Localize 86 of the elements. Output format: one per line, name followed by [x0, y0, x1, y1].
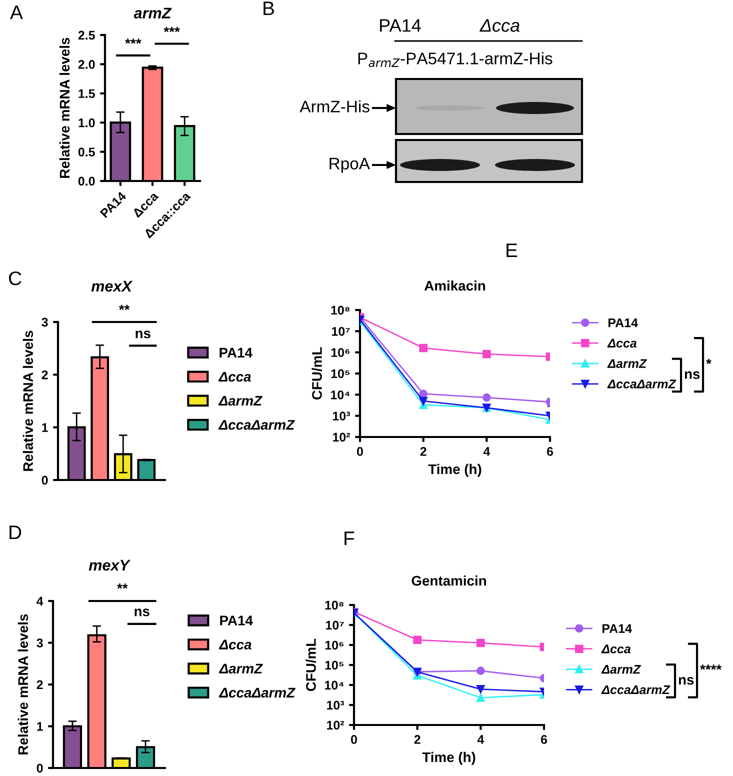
text: PA14: [380, 19, 421, 32]
legend-label: Δcca: [601, 644, 631, 654]
x-tick-label: 0: [351, 735, 357, 744]
y-tick-label: 10⁷: [326, 620, 344, 630]
x-tick-label: 4: [483, 447, 490, 456]
text: **: [117, 584, 128, 589]
y-tick-label: 10⁶: [325, 640, 344, 650]
text: RpoA: [330, 158, 370, 173]
y-tick-label: 4: [36, 596, 44, 606]
y-tick-label: 2: [42, 370, 48, 380]
legend-label: ΔarmZ: [601, 665, 641, 674]
text: ns: [678, 677, 694, 685]
legend-label: ΔccaΔarmZ: [601, 685, 670, 694]
chart-title: Amikacin: [424, 280, 486, 291]
text: *: [706, 358, 712, 364]
legend-label: PA14: [220, 616, 253, 626]
legend-label: Δcca: [607, 338, 637, 348]
legend-label: ΔarmZ: [607, 359, 647, 368]
y-tick-label: 10²: [327, 720, 344, 730]
y-tick-label: 10³: [327, 700, 344, 710]
y-tick-label: 2: [36, 680, 43, 690]
y-tick-label: 0: [36, 764, 43, 773]
chart-title: mexX: [91, 280, 133, 292]
y-tick-label: 0.5: [78, 148, 95, 156]
y-tick-label: 2.5: [78, 30, 95, 40]
y-axis-title: CFU/mL: [306, 638, 316, 692]
annotation: ***: [125, 38, 142, 44]
text: ArmZ-His: [300, 100, 370, 112]
y-tick-label: 10⁷: [332, 326, 350, 336]
legend-label: ΔccaΔarmZ: [607, 380, 676, 388]
x-tick-label: 6: [546, 447, 554, 456]
x-tick-label: 2: [420, 447, 426, 456]
y-tick-label: 2.0: [78, 60, 95, 69]
legend-label: ΔarmZ: [218, 664, 263, 674]
y-tick-label: 3: [42, 318, 48, 327]
text: C: [8, 271, 22, 286]
chart-title: armZ: [134, 8, 172, 18]
text: ***: [164, 26, 180, 32]
text: E: [506, 244, 518, 258]
y-tick-label: 10²: [333, 432, 350, 442]
y-axis-title: Relative mRNA levels: [18, 614, 28, 754]
y-axis-title: CFU/mL: [312, 347, 322, 400]
annotation: ns: [134, 608, 150, 616]
text: B: [264, 2, 274, 16]
x-tick-label: 0: [357, 447, 363, 456]
y-tick-label: 10⁵: [331, 369, 350, 378]
x-tick-label: 6: [540, 735, 548, 744]
chart-title: Gentamicin: [412, 575, 486, 586]
y-tick-label: 10⁸: [331, 306, 350, 315]
y-axis-title: Relative mRNA levels: [22, 330, 34, 471]
x-tick-label: 4: [477, 735, 484, 744]
legend-label: Δcca: [218, 372, 251, 382]
chart-title: mexY: [88, 560, 131, 571]
legend-label: Δcca: [218, 640, 252, 650]
legend-label: ΔccaΔarmZ: [218, 420, 295, 430]
text: D: [10, 526, 22, 540]
text: ns: [684, 371, 700, 379]
y-tick-label: 10⁵: [325, 660, 344, 670]
y-tick-label: 0: [42, 476, 48, 485]
y-tick-label: 1.5: [78, 89, 95, 98]
legend-label: PA14: [602, 624, 632, 633]
y-tick-label: 10⁸: [325, 600, 344, 610]
x-axis-title: Time (h): [422, 752, 476, 765]
text: P$_{armZ}$-PA5471.1-armZ-His: [358, 52, 552, 68]
text: F: [344, 532, 354, 546]
legend-label: PA14: [608, 318, 638, 328]
x-tick-label: 2: [414, 735, 420, 744]
y-tick-label: 1: [42, 423, 48, 432]
legend-label: ΔccaΔarmZ: [218, 688, 296, 698]
y-tick-label: 1.0: [78, 118, 95, 128]
y-tick-label: 10³: [333, 412, 350, 420]
legend-label: ΔarmZ: [218, 396, 262, 406]
y-tick-label: 1: [37, 722, 43, 731]
y-tick-label: 10⁴: [324, 680, 344, 690]
text: Δcca: [480, 19, 520, 32]
text: ****: [700, 664, 722, 670]
text: **: [118, 304, 130, 310]
annotation: ns: [136, 330, 150, 338]
y-tick-label: 0.0: [78, 176, 95, 186]
legend-label: PA14: [220, 348, 252, 358]
y-tick-label: 10⁶: [331, 348, 350, 357]
y-tick-label: 3: [36, 638, 43, 648]
y-tick-label: 10⁴: [330, 390, 350, 400]
x-axis-title: Time (h): [428, 464, 482, 477]
y-axis-title: Relative mRNA levels: [59, 38, 70, 178]
text: A: [10, 6, 23, 20]
